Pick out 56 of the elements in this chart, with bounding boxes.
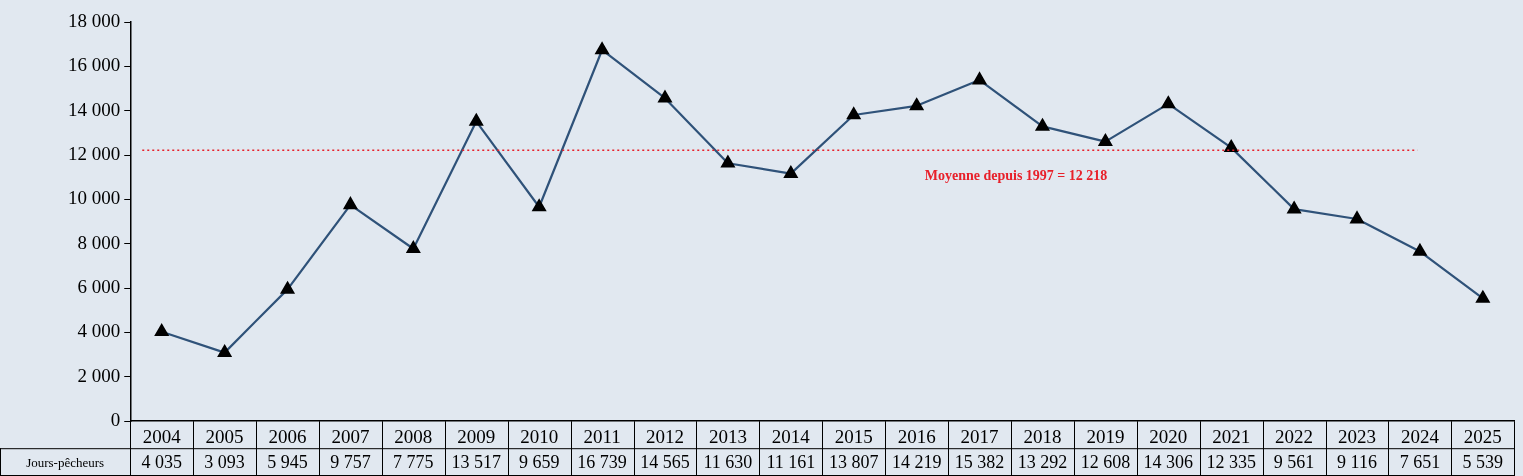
data-label: 14 219 (891, 451, 942, 472)
y-tick-label: 10 000 (68, 187, 121, 209)
data-label: 13 807 (828, 451, 879, 472)
data-label: 16 739 (577, 451, 627, 472)
data-label: 15 382 (954, 451, 1005, 472)
data-label: 12 608 (1080, 451, 1131, 472)
y-tick-label: 8 000 (77, 231, 121, 253)
data-label: 13 517 (451, 451, 502, 472)
x-tick-label: 2017 (960, 425, 999, 447)
x-tick-label: 2009 (457, 425, 496, 447)
data-label: 5 539 (1462, 451, 1504, 472)
data-label: 13 292 (1017, 451, 1068, 472)
x-tick-label: 2010 (520, 425, 559, 447)
x-tick-label: 2025 (1463, 425, 1502, 447)
legend-label: Jours-pêcheurs (26, 454, 105, 470)
x-tick-label: 2013 (708, 425, 747, 447)
x-tick-label: 2015 (834, 425, 873, 447)
y-tick-label: 4 000 (77, 320, 121, 342)
x-tick-label: 2014 (771, 425, 811, 447)
x-tick-label: 2022 (1275, 425, 1314, 447)
data-label: 9 561 (1273, 451, 1315, 472)
x-tick-label: 2019 (1086, 425, 1125, 447)
y-tick-label: 0 (110, 409, 121, 431)
x-tick-label: 2024 (1400, 425, 1440, 447)
y-tick-label: 18 000 (68, 9, 121, 31)
y-tick-label: 2 000 (77, 364, 121, 386)
x-tick-label: 2016 (897, 425, 936, 447)
x-tick-label: 2020 (1149, 425, 1188, 447)
data-label: 14 306 (1143, 451, 1194, 472)
data-label: 5 945 (267, 451, 308, 472)
data-label: 3 093 (204, 451, 245, 472)
data-label: 14 565 (640, 451, 690, 472)
data-label: 7 651 (1399, 451, 1441, 472)
y-tick-label: 12 000 (68, 143, 121, 165)
y-tick-label: 16 000 (68, 54, 121, 76)
x-tick-label: 2008 (394, 425, 433, 447)
y-tick-label: 6 000 (77, 276, 121, 298)
ref-line-label: Moyenne depuis 1997 = 12 218 (924, 167, 1108, 183)
y-tick-label: 14 000 (68, 98, 121, 120)
data-label: 11 630 (703, 451, 753, 472)
data-label: 7 775 (393, 451, 434, 472)
data-label: 11 161 (766, 451, 816, 472)
data-label: 12 335 (1206, 451, 1256, 472)
x-tick-label: 2007 (331, 425, 370, 447)
x-tick-label: 2006 (268, 425, 307, 447)
x-tick-label: 2021 (1212, 425, 1251, 447)
data-label: 9 116 (1337, 451, 1377, 472)
x-tick-label: 2012 (646, 425, 684, 447)
x-tick-label: 2004 (142, 425, 182, 447)
x-tick-label: 2011 (583, 425, 621, 447)
x-tick-label: 2018 (1023, 425, 1062, 447)
data-label: 4 035 (141, 451, 182, 472)
data-label: 9 757 (330, 451, 371, 472)
x-tick-label: 2005 (205, 425, 244, 447)
x-tick-label: 2023 (1338, 425, 1377, 447)
data-label: 9 659 (518, 451, 560, 472)
